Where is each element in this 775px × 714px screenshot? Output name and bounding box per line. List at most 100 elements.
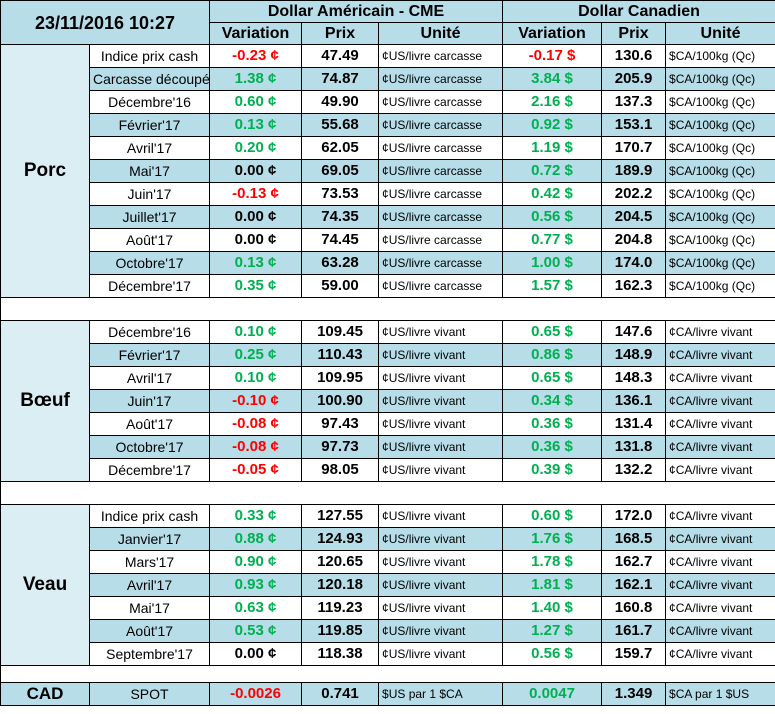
cad-variation: 3.84 $ xyxy=(502,67,603,91)
cad-variation: 0.56 $ xyxy=(502,205,603,229)
cad-variation: 0.36 $ xyxy=(502,412,603,436)
contract-label: Octobre'17 xyxy=(88,251,211,275)
usd-spot-unit: $US par 1 $CA xyxy=(378,682,504,706)
usd-price: 69.05 xyxy=(301,159,380,183)
contract-label: Février'17 xyxy=(88,113,211,137)
cad-price: 204.5 xyxy=(601,205,667,229)
usd-price: 47.49 xyxy=(301,44,380,68)
cad-variation: 1.57 $ xyxy=(502,274,603,298)
usd-price: 119.85 xyxy=(301,619,380,643)
contract-label: Avril'17 xyxy=(88,366,211,390)
usd-price: 62.05 xyxy=(301,136,380,160)
usd-variation: 0.00 ¢ xyxy=(209,159,303,183)
usd-price: 97.73 xyxy=(301,435,380,459)
usd-variation: -0.23 ¢ xyxy=(209,44,303,68)
usd-col-unite: Unité xyxy=(378,22,504,45)
cad-price: 147.6 xyxy=(601,320,667,344)
cad-price: 202.2 xyxy=(601,182,667,206)
cad-price: 131.4 xyxy=(601,412,667,436)
cad-price: 148.9 xyxy=(601,343,667,367)
cad-price: 130.6 xyxy=(601,44,667,68)
cad-price: 131.8 xyxy=(601,435,667,459)
cad-unit: ¢CA/livre vivant xyxy=(665,619,775,643)
cad-unit: $CA/100kg (Qc) xyxy=(665,251,775,275)
usd-price: 98.05 xyxy=(301,458,380,482)
usd-col-prix: Prix xyxy=(301,22,380,45)
cad-unit: ¢CA/livre vivant xyxy=(665,596,775,620)
contract-label: Octobre'17 xyxy=(88,435,211,459)
usd-unit: ¢US/livre carcasse xyxy=(378,136,504,160)
cad-unit: ¢CA/livre vivant xyxy=(665,412,775,436)
usd-variation: 0.00 ¢ xyxy=(209,228,303,252)
table-row: Avril'17 0.93 ¢ 120.18 ¢US/livre vivant 1.81… xyxy=(1,573,775,597)
usd-price: 49.90 xyxy=(301,90,380,114)
usd-price: 110.43 xyxy=(301,343,380,367)
contract-label: Mai'17 xyxy=(88,596,211,620)
table-row: Bœuf Décembre'16 0.10 ¢ 109.45 ¢US/livre viv… xyxy=(0,320,775,482)
usd-variation: 0.90 ¢ xyxy=(209,550,303,574)
contract-label: Mai'17 xyxy=(88,159,211,183)
usd-unit: ¢US/livre vivant xyxy=(378,435,504,459)
usd-variation: -0.08 ¢ xyxy=(209,412,303,436)
table-row: Février'17 0.25 ¢ 110.43 ¢US/livre vivant 0.… xyxy=(1,343,775,367)
usd-unit: ¢US/livre vivant xyxy=(378,320,504,344)
cad-price: 159.7 xyxy=(601,642,667,666)
cad-price: 162.3 xyxy=(601,274,667,298)
contract-label: Indice prix cash xyxy=(88,44,211,68)
usd-unit: ¢US/livre vivant xyxy=(378,642,504,666)
table-row: Veau Indice prix cash 0.33 ¢ 127.55 ¢US/livr… xyxy=(0,504,775,666)
cad-unit: ¢CA/livre vivant xyxy=(665,435,775,459)
cad-price: 137.3 xyxy=(601,90,667,114)
usd-unit: ¢US/livre vivant xyxy=(378,619,504,643)
usd-variation: 1.38 ¢ xyxy=(209,67,303,91)
table-row: Mai'17 0.00 ¢ 69.05 ¢US/livre carcasse 0.72 … xyxy=(1,159,775,183)
contract-label: Août'17 xyxy=(88,619,211,643)
category-label: Bœuf xyxy=(0,320,90,482)
contract-label: Décembre'16 xyxy=(88,90,211,114)
usd-variation: 0.13 ¢ xyxy=(209,113,303,137)
table-row: Février'17 0.13 ¢ 55.68 ¢US/livre carcasse 0… xyxy=(1,113,775,137)
usd-price: 73.53 xyxy=(301,182,380,206)
contract-label: Mars'17 xyxy=(88,550,211,574)
cad-unit: ¢CA/livre vivant xyxy=(665,458,775,482)
cad-variation: 2.16 $ xyxy=(502,90,603,114)
usd-variation: 0.20 ¢ xyxy=(209,136,303,160)
usd-unit: ¢US/livre carcasse xyxy=(378,274,504,298)
cad-spot-row: CAD SPOT -0.0026 0.741 $US par 1 $CA 0.0047 1.… xyxy=(0,682,775,706)
cad-price: 161.7 xyxy=(601,619,667,643)
contract-label: Juin'17 xyxy=(88,389,211,413)
cad-unit: ¢CA/livre vivant xyxy=(665,389,775,413)
cad-unit: ¢CA/livre vivant xyxy=(665,504,775,528)
usd-spot-variation: -0.0026 xyxy=(209,682,303,706)
table-row: Porc Indice prix cash -0.23 ¢ 47.49 ¢US/livr… xyxy=(0,44,775,298)
cad-price: 170.7 xyxy=(601,136,667,160)
cad-unit: $CA/100kg (Qc) xyxy=(665,228,775,252)
usd-price: 109.95 xyxy=(301,366,380,390)
usd-variation: 0.10 ¢ xyxy=(209,320,303,344)
contract-label: Septembre'17 xyxy=(88,642,211,666)
usd-unit: ¢US/livre carcasse xyxy=(378,205,504,229)
cad-variation: 0.39 $ xyxy=(502,458,603,482)
contract-label: Décembre'17 xyxy=(88,274,211,298)
usd-price: 119.23 xyxy=(301,596,380,620)
cad-unit: $CA/100kg (Qc) xyxy=(665,90,775,114)
table-row: Août'17 0.53 ¢ 119.85 ¢US/livre vivant 1.27 … xyxy=(1,619,775,643)
cad-price: 153.1 xyxy=(601,113,667,137)
table-row: Août'17 -0.08 ¢ 97.43 ¢US/livre vivant 0.36 … xyxy=(1,412,775,436)
contract-label: Août'17 xyxy=(88,228,211,252)
usd-unit: ¢US/livre carcasse xyxy=(378,251,504,275)
cad-price: 162.1 xyxy=(601,573,667,597)
table-row: Avril'17 0.20 ¢ 62.05 ¢US/livre carcasse 1.1… xyxy=(1,136,775,160)
table-row: Décembre'17 0.35 ¢ 59.00 ¢US/livre carcasse… xyxy=(1,274,775,298)
cad-price: 168.5 xyxy=(601,527,667,551)
usd-price: 74.45 xyxy=(301,228,380,252)
table-row: Juin'17 -0.13 ¢ 73.53 ¢US/livre carcasse 0.4… xyxy=(1,182,775,206)
table-row: Décembre'16 0.60 ¢ 49.90 ¢US/livre carcasse… xyxy=(1,90,775,114)
cad-variation: 0.72 $ xyxy=(502,159,603,183)
cad-variation: 1.76 $ xyxy=(502,527,603,551)
usd-unit: ¢US/livre vivant xyxy=(378,458,504,482)
cad-variation: 0.42 $ xyxy=(502,182,603,206)
contract-label: Avril'17 xyxy=(88,136,211,160)
usd-unit: ¢US/livre carcasse xyxy=(378,113,504,137)
header-row-1: 23/11/2016 10:27 Dollar Américain - CME … xyxy=(0,0,775,45)
